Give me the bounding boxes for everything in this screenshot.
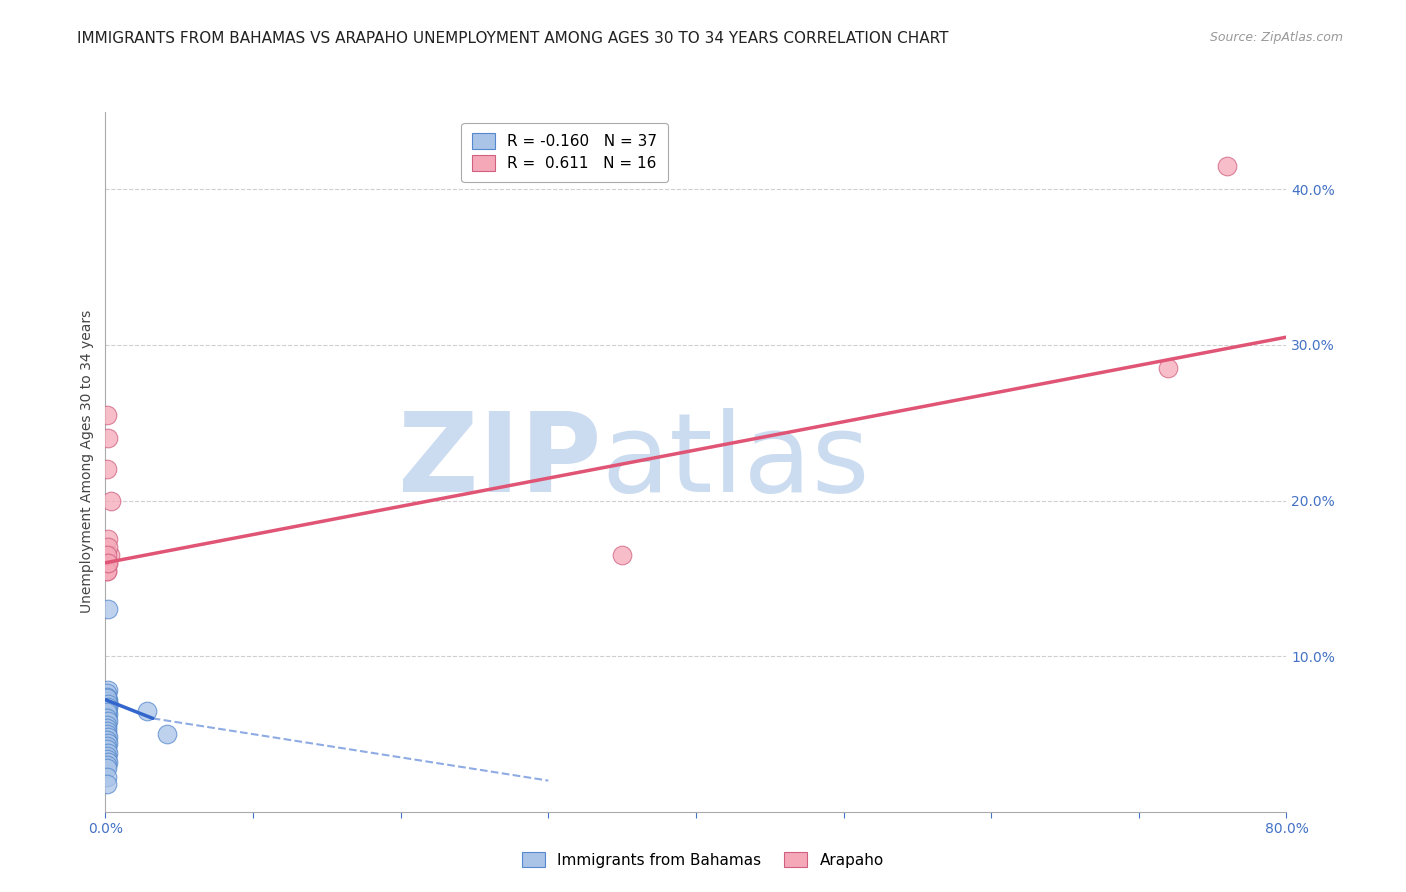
- Point: [96, 739, 118, 754]
- Point: [96, 564, 118, 578]
- Point: [97, 533, 120, 547]
- Point: [96, 752, 118, 766]
- Point: [96, 704, 118, 718]
- Point: [97, 431, 120, 445]
- Point: [97, 706, 120, 721]
- Point: [96, 564, 118, 578]
- Y-axis label: Unemployment Among Ages 30 to 34 years: Unemployment Among Ages 30 to 34 years: [80, 310, 94, 613]
- Text: Source: ZipAtlas.com: Source: ZipAtlas.com: [1209, 31, 1343, 45]
- Text: IMMIGRANTS FROM BAHAMAS VS ARAPAHO UNEMPLOYMENT AMONG AGES 30 TO 34 YEARS CORREL: IMMIGRANTS FROM BAHAMAS VS ARAPAHO UNEMP…: [77, 31, 949, 46]
- Point: [96, 691, 118, 706]
- Point: [96, 711, 118, 725]
- Point: [96, 700, 118, 714]
- Point: [96, 702, 118, 716]
- Point: [96, 690, 118, 704]
- Point: [1157, 361, 1180, 376]
- Text: atlas: atlas: [602, 409, 870, 515]
- Point: [96, 717, 118, 731]
- Point: [156, 727, 179, 741]
- Point: [96, 462, 118, 476]
- Legend: R = -0.160   N = 37, R =  0.611   N = 16: R = -0.160 N = 37, R = 0.611 N = 16: [461, 122, 668, 182]
- Point: [96, 727, 118, 741]
- Point: [96, 771, 118, 785]
- Point: [97, 730, 120, 744]
- Point: [96, 548, 118, 562]
- Point: [98, 548, 121, 562]
- Point: [96, 736, 118, 750]
- Point: [97, 602, 120, 616]
- Point: [96, 556, 118, 570]
- Point: [96, 694, 118, 708]
- Point: [96, 723, 118, 738]
- Point: [97, 746, 120, 760]
- Point: [96, 710, 118, 724]
- Point: [96, 733, 118, 747]
- Point: [97, 540, 120, 554]
- Point: [610, 548, 633, 562]
- Point: [96, 705, 118, 719]
- Point: [96, 755, 118, 769]
- Point: [97, 683, 120, 698]
- Point: [100, 493, 122, 508]
- Point: [96, 721, 118, 735]
- Point: [135, 704, 157, 718]
- Point: [97, 696, 120, 710]
- Point: [97, 556, 120, 570]
- Point: [97, 698, 120, 713]
- Point: [97, 556, 120, 570]
- Point: [96, 408, 118, 422]
- Point: [96, 742, 118, 756]
- Point: [97, 698, 120, 712]
- Point: [96, 758, 118, 772]
- Point: [96, 686, 118, 700]
- Point: [96, 761, 118, 775]
- Point: [96, 748, 118, 763]
- Point: [1216, 159, 1239, 173]
- Point: [96, 777, 118, 791]
- Point: [97, 714, 120, 729]
- Text: ZIP: ZIP: [398, 409, 602, 515]
- Legend: Immigrants from Bahamas, Arapaho: Immigrants from Bahamas, Arapaho: [510, 839, 896, 880]
- Point: [97, 692, 120, 706]
